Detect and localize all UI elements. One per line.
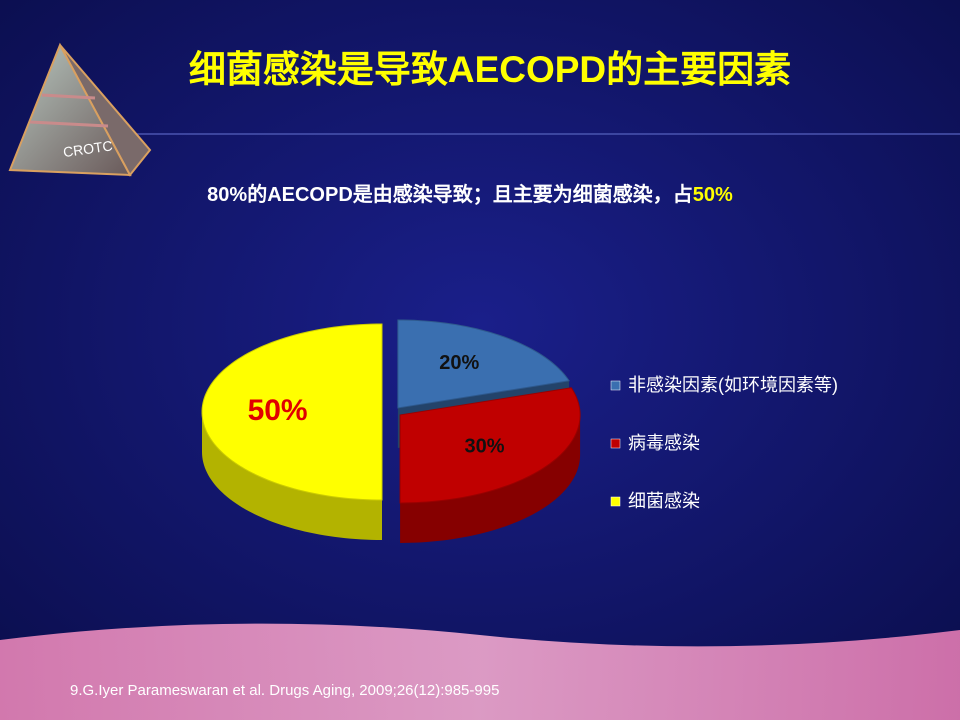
legend-label: 病毒感染 <box>628 433 700 453</box>
logo: CROTC <box>8 42 152 177</box>
subtitle-text: 80%的AECOPD是由感染导致；且主要为细菌感染，占 <box>207 182 693 206</box>
legend-swatch <box>610 496 621 507</box>
pie-slice <box>399 387 581 504</box>
value-label: 20% <box>439 352 479 374</box>
legend-swatch <box>610 438 621 449</box>
logo-text: CROTC <box>62 137 114 160</box>
value-label: 30% <box>465 435 505 457</box>
citation: 9.G.Iyer Parameswaran et al. Drugs Aging… <box>70 682 499 699</box>
subtitle-highlight: 50% <box>693 184 733 206</box>
value-label: 50% <box>248 394 308 427</box>
slice-side <box>202 412 382 540</box>
title: 细菌感染是导致AECOPD的主要因素 <box>189 49 791 90</box>
legend-swatch <box>610 380 621 391</box>
subtitle: 80%的AECOPD是由感染导致；且主要为细菌感染，占50% <box>207 182 733 206</box>
pie-slice <box>201 323 383 501</box>
legend-label: 细菌感染 <box>628 491 700 511</box>
pie-chart: 20% 30% 50% <box>201 319 581 543</box>
pie-slice <box>397 319 570 409</box>
bottom-band <box>0 623 960 720</box>
slice-side <box>400 414 581 543</box>
legend-label: 非感染因素(如环境因素等) <box>628 375 838 395</box>
